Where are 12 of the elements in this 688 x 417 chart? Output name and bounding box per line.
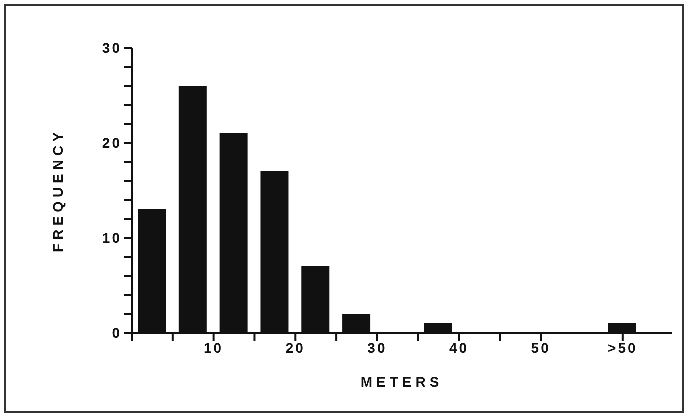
x-tick-label: 20 [286, 340, 306, 356]
y-tick-label: 0 [112, 324, 122, 341]
x-axis-title: METERS [360, 374, 444, 390]
y-tick-label: 20 [102, 134, 122, 151]
x-tick-label: 30 [368, 340, 388, 356]
x-tick-label: 10 [204, 340, 224, 356]
y-axis-title: FREQUENCY [50, 128, 66, 252]
x-tick-label: 50 [531, 340, 551, 356]
x-tick-label: 40 [449, 340, 470, 356]
y-tick-label: 30 [102, 40, 122, 56]
y-tick-label: 10 [102, 230, 122, 246]
x-tick-label: >50 [608, 340, 638, 356]
